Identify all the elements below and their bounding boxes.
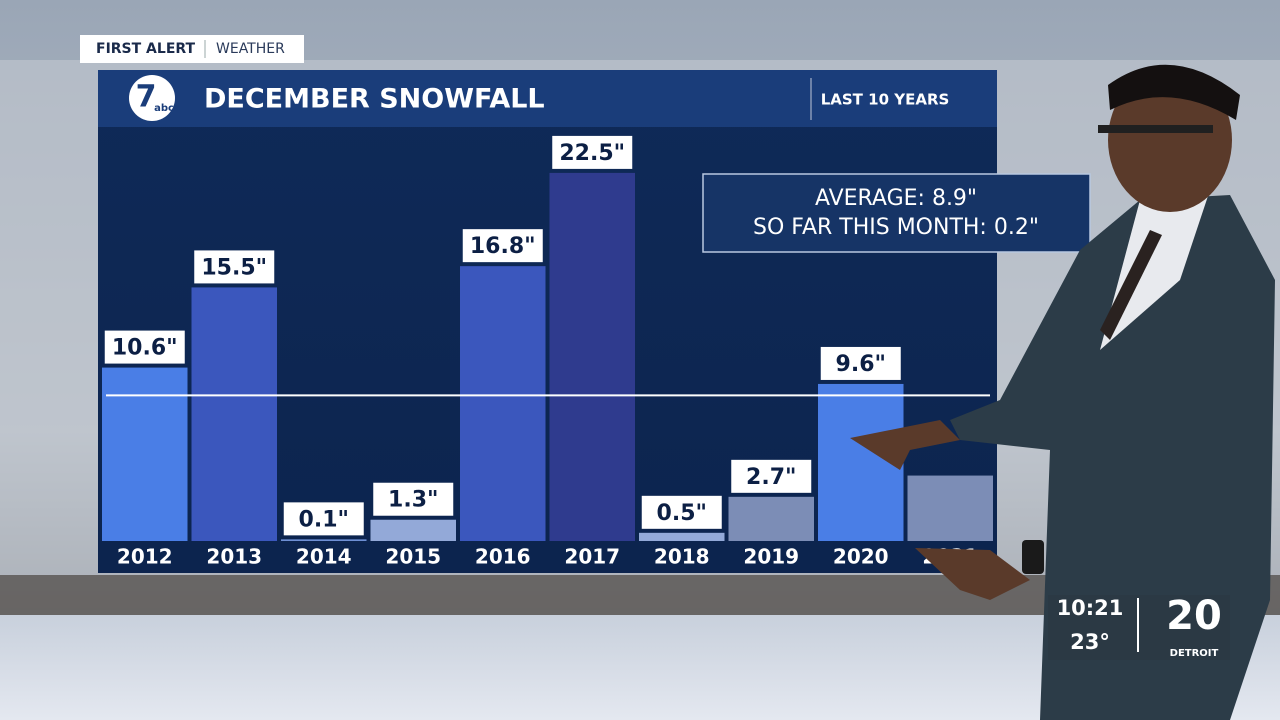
station-city: DETROIT (1170, 648, 1219, 659)
tag: FIRST ALERT (96, 41, 196, 57)
bar (370, 519, 456, 541)
value-label-box (641, 495, 722, 529)
x-tick-label: 2019 (743, 545, 799, 569)
logo-number: 7 (136, 80, 157, 115)
annotation: SO FAR THIS MONTH: 0.2" (753, 215, 1039, 240)
value-label-box (731, 459, 812, 493)
bar (460, 266, 546, 541)
value-label: 1.3" (388, 488, 438, 513)
value-label: 0.5" (657, 501, 707, 526)
value-label: 2.7" (746, 465, 796, 490)
bar (281, 539, 367, 541)
bar (191, 287, 277, 541)
value-label: 9.6" (836, 352, 886, 377)
x-tick-label: 2013 (206, 545, 262, 569)
value-label: 0.1" (299, 507, 349, 532)
bar (549, 172, 635, 541)
bar (102, 367, 188, 541)
value-label-box (373, 482, 454, 516)
x-tick-label: 2020 (833, 545, 889, 569)
title-bar (98, 70, 997, 127)
bar (639, 532, 725, 541)
presenter (850, 64, 1275, 720)
value-label-box (462, 229, 543, 263)
value-label: 15.5" (201, 255, 267, 280)
value-label-box (820, 346, 901, 380)
x-tick-label: 2017 (564, 545, 620, 569)
x-tick-label: 2015 (385, 545, 441, 569)
value-label-box (194, 250, 275, 284)
value-label-box (104, 330, 185, 364)
value-label: 22.5" (559, 141, 625, 166)
x-tick-label: 2012 (117, 545, 173, 569)
annotation-box (702, 173, 1091, 253)
x-tick-label: 2016 (475, 545, 531, 569)
tag-box (80, 35, 304, 63)
tag2: WEATHER (216, 41, 285, 57)
annotation: AVERAGE: 8.9" (815, 186, 977, 211)
value-label-box (552, 135, 633, 169)
logo (129, 75, 175, 121)
bar (907, 475, 993, 541)
bar (728, 496, 814, 541)
x-tick-label: 2018 (654, 545, 710, 569)
temperature: 23° (1070, 630, 1110, 654)
time: 10:21 (1057, 596, 1124, 620)
x-tick-label: 2014 (296, 545, 352, 569)
chart-title: DECEMBER SNOWFALL (204, 84, 545, 115)
value-label: 10.6" (112, 336, 178, 361)
value-label-box (283, 502, 364, 536)
value-label: 16.8" (470, 234, 536, 259)
chart-subtitle: LAST 10 YEARS (821, 91, 950, 109)
station-logo: 20 (1166, 593, 1222, 639)
logo-sub: abc (154, 103, 174, 114)
